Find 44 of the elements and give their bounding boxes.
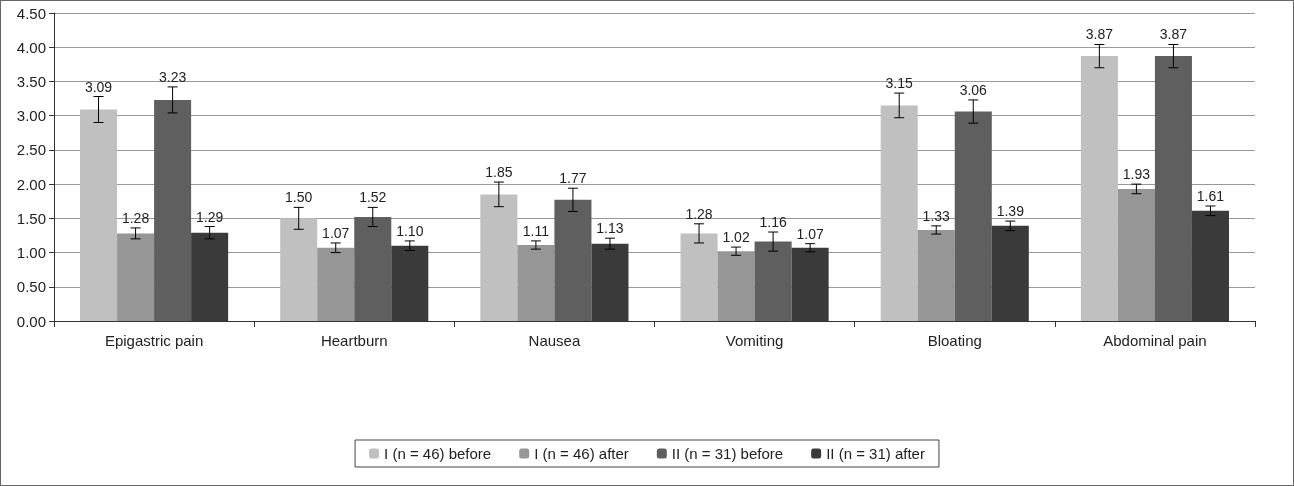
- y-tick-label: 1.00: [16, 244, 46, 262]
- data-label: 1.61: [1196, 188, 1225, 205]
- y-tick-label: 3.50: [16, 72, 46, 90]
- y-tick-label: 0.50: [16, 278, 46, 296]
- data-label: 1.16: [759, 214, 787, 231]
- data-label: 3.87: [1159, 26, 1188, 43]
- data-label: 3.09: [84, 78, 113, 95]
- data-label: 1.11: [522, 222, 550, 239]
- y-tick-label: 0.00: [16, 312, 46, 330]
- y-tick-label: 2.00: [16, 175, 46, 193]
- data-label: 1.28: [121, 209, 150, 226]
- data-label: 1.50: [285, 189, 313, 206]
- legend-label: II (n = 31) before: [671, 445, 784, 462]
- data-label: 1.13: [596, 220, 624, 237]
- data-label: 1.39: [996, 203, 1025, 220]
- data-label: 1.33: [922, 207, 951, 224]
- data-label: 1.07: [322, 224, 350, 241]
- legend-label: I (n = 46) after: [534, 445, 629, 462]
- data-label: 1.10: [396, 222, 424, 239]
- y-tick-label: 4.50: [16, 4, 46, 22]
- data-label: 1.85: [485, 164, 513, 181]
- data-label: 1.93: [1122, 166, 1151, 183]
- data-label: 1.07: [796, 225, 824, 242]
- data-label: 1.02: [722, 229, 750, 246]
- y-tick-label: 4.00: [16, 38, 46, 56]
- legend-label: II (n = 31) after: [826, 445, 925, 462]
- x-tick-label: Vomiting: [725, 332, 784, 349]
- y-tick-label: 3.00: [16, 107, 46, 125]
- data-label: 1.77: [559, 170, 587, 187]
- x-tick-label: Heartburn: [320, 332, 388, 349]
- data-label: 3.06: [959, 81, 988, 98]
- data-label: 3.87: [1085, 26, 1114, 43]
- data-label: 1.29: [196, 208, 224, 225]
- legend-label: I (n = 46) before: [384, 445, 492, 462]
- x-tick-label: Bloating: [927, 332, 982, 349]
- x-tick-label: Nausea: [528, 332, 581, 349]
- x-tick-label: Abdominal pain: [1103, 332, 1207, 349]
- data-label: 3.23: [158, 68, 187, 85]
- y-tick-label: 2.50: [16, 141, 46, 159]
- data-label: 1.28: [685, 205, 713, 222]
- x-tick-label: Epigastric pain: [104, 332, 204, 349]
- y-tick-label: 1.50: [16, 209, 46, 227]
- data-label: 3.15: [885, 75, 914, 92]
- data-label: 1.52: [359, 189, 387, 206]
